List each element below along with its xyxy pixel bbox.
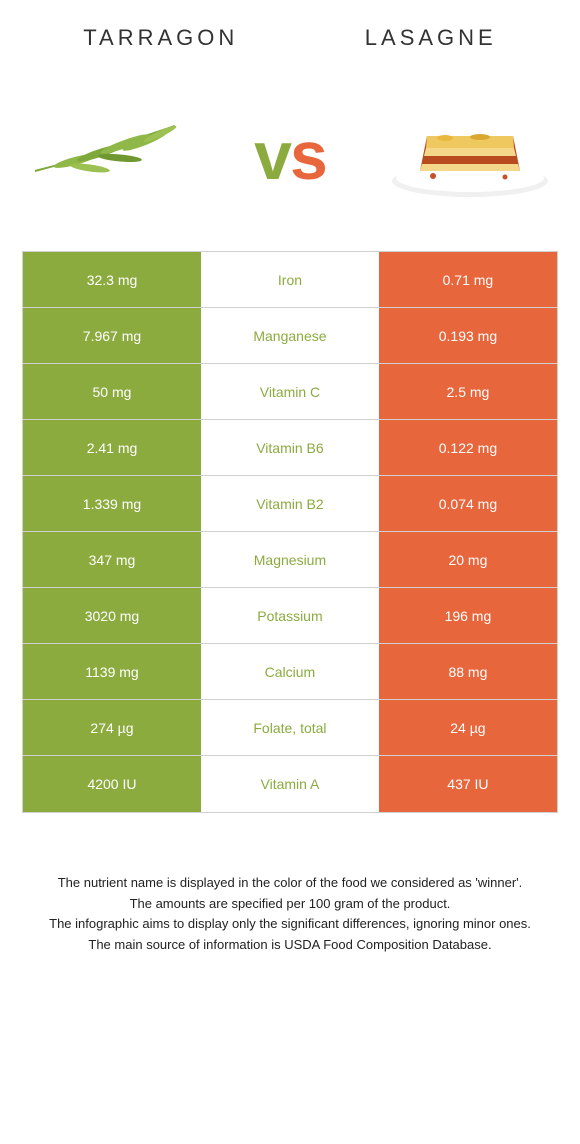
table-row: 1.339 mgVitamin B20.074 mg — [23, 476, 557, 532]
table-row: 50 mgVitamin C2.5 mg — [23, 364, 557, 420]
right-value: 196 mg — [379, 588, 557, 643]
table-row: 1139 mgCalcium88 mg — [23, 644, 557, 700]
header: Tarragon Lasagne — [0, 0, 580, 71]
table-row: 4200 IUVitamin A437 IU — [23, 756, 557, 812]
vs-v: v — [254, 118, 290, 194]
left-value: 1139 mg — [23, 644, 201, 699]
lasagne-image — [385, 101, 555, 211]
left-value: 1.339 mg — [23, 476, 201, 531]
right-value: 24 µg — [379, 700, 557, 755]
footer-notes: The nutrient name is displayed in the co… — [30, 873, 550, 954]
vs-label: vs — [254, 117, 326, 195]
left-value: 50 mg — [23, 364, 201, 419]
footer-line-1: The nutrient name is displayed in the co… — [30, 873, 550, 893]
left-value: 7.967 mg — [23, 308, 201, 363]
vs-section: vs — [0, 71, 580, 251]
right-value: 0.71 mg — [379, 252, 557, 307]
right-value: 437 IU — [379, 756, 557, 812]
nutrient-name: Vitamin A — [201, 756, 379, 812]
right-value: 0.193 mg — [379, 308, 557, 363]
left-value: 2.41 mg — [23, 420, 201, 475]
lasagne-icon — [385, 106, 555, 206]
footer-line-3: The infographic aims to display only the… — [30, 914, 550, 934]
food-right-title: Lasagne — [365, 25, 497, 51]
left-value: 274 µg — [23, 700, 201, 755]
nutrient-table: 32.3 mgIron0.71 mg7.967 mgManganese0.193… — [22, 251, 558, 813]
right-value: 0.122 mg — [379, 420, 557, 475]
nutrient-name: Potassium — [201, 588, 379, 643]
footer-line-2: The amounts are specified per 100 gram o… — [30, 894, 550, 914]
footer-line-4: The main source of information is USDA F… — [30, 935, 550, 955]
nutrient-name: Calcium — [201, 644, 379, 699]
left-value: 32.3 mg — [23, 252, 201, 307]
nutrient-name: Manganese — [201, 308, 379, 363]
nutrient-name: Magnesium — [201, 532, 379, 587]
nutrient-name: Iron — [201, 252, 379, 307]
tarragon-image — [25, 101, 195, 211]
nutrient-name: Vitamin C — [201, 364, 379, 419]
right-value: 88 mg — [379, 644, 557, 699]
right-value: 2.5 mg — [379, 364, 557, 419]
table-row: 274 µgFolate, total24 µg — [23, 700, 557, 756]
vs-s: s — [290, 118, 326, 194]
table-row: 7.967 mgManganese0.193 mg — [23, 308, 557, 364]
left-value: 347 mg — [23, 532, 201, 587]
left-value: 3020 mg — [23, 588, 201, 643]
right-value: 0.074 mg — [379, 476, 557, 531]
table-row: 347 mgMagnesium20 mg — [23, 532, 557, 588]
nutrient-name: Folate, total — [201, 700, 379, 755]
nutrient-name: Vitamin B2 — [201, 476, 379, 531]
table-row: 2.41 mgVitamin B60.122 mg — [23, 420, 557, 476]
left-value: 4200 IU — [23, 756, 201, 812]
table-row: 3020 mgPotassium196 mg — [23, 588, 557, 644]
nutrient-name: Vitamin B6 — [201, 420, 379, 475]
right-value: 20 mg — [379, 532, 557, 587]
tarragon-icon — [25, 106, 195, 206]
table-row: 32.3 mgIron0.71 mg — [23, 252, 557, 308]
food-left-title: Tarragon — [83, 25, 238, 51]
